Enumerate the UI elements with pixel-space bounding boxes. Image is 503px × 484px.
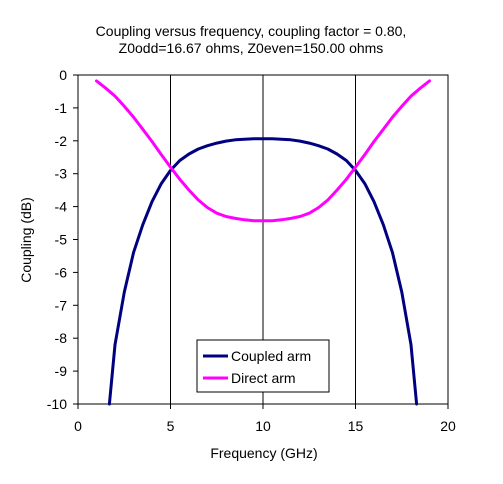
y-tick-label: -2	[55, 133, 68, 149]
x-tick-label: 0	[74, 418, 82, 434]
y-tick-label: -1	[55, 100, 68, 116]
y-tick-label: -3	[55, 166, 68, 182]
y-tick-label: -5	[55, 232, 68, 248]
x-tick-label: 5	[167, 418, 175, 434]
y-tick-label: 0	[59, 67, 67, 83]
series-line-coupled-arm	[107, 137, 419, 406]
y-tick-label: -8	[55, 330, 68, 346]
chart-title-line-1: Coupling versus frequency, coupling fact…	[96, 23, 407, 39]
chart-legend: Coupled arm Direct arm	[196, 339, 330, 393]
y-tick-label: -10	[47, 396, 67, 412]
x-tick-label: 15	[348, 418, 364, 434]
x-tick-label: 10	[255, 418, 271, 434]
y-tick-label: -7	[55, 297, 68, 313]
y-tick-label: -4	[55, 199, 68, 215]
legend-box	[196, 339, 330, 393]
y-tick-label: -6	[55, 264, 68, 280]
series-line-direct-arm	[95, 79, 431, 223]
legend-label-direct-arm: Direct arm	[231, 370, 296, 386]
plot-area: 0 -1 -2 -3 -4 -5 -6 -7 -8 -9 -10 0 5 10 15 20	[47, 67, 456, 434]
x-axis-title: Frequency (GHz)	[210, 445, 317, 461]
y-axis-title: Coupling (dB)	[18, 197, 34, 283]
chart-title-line-2: Z0odd=16.67 ohms, Z0even=150.00 ohms	[119, 40, 384, 56]
y-tick-label: -9	[55, 363, 68, 379]
x-tick-label: 20	[440, 418, 456, 434]
legend-label-coupled-arm: Coupled arm	[231, 348, 311, 364]
